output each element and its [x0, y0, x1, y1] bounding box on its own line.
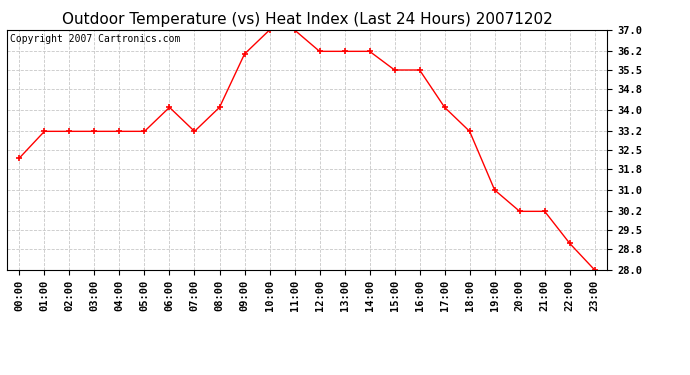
Title: Outdoor Temperature (vs) Heat Index (Last 24 Hours) 20071202: Outdoor Temperature (vs) Heat Index (Las…: [61, 12, 553, 27]
Text: Copyright 2007 Cartronics.com: Copyright 2007 Cartronics.com: [10, 34, 180, 44]
